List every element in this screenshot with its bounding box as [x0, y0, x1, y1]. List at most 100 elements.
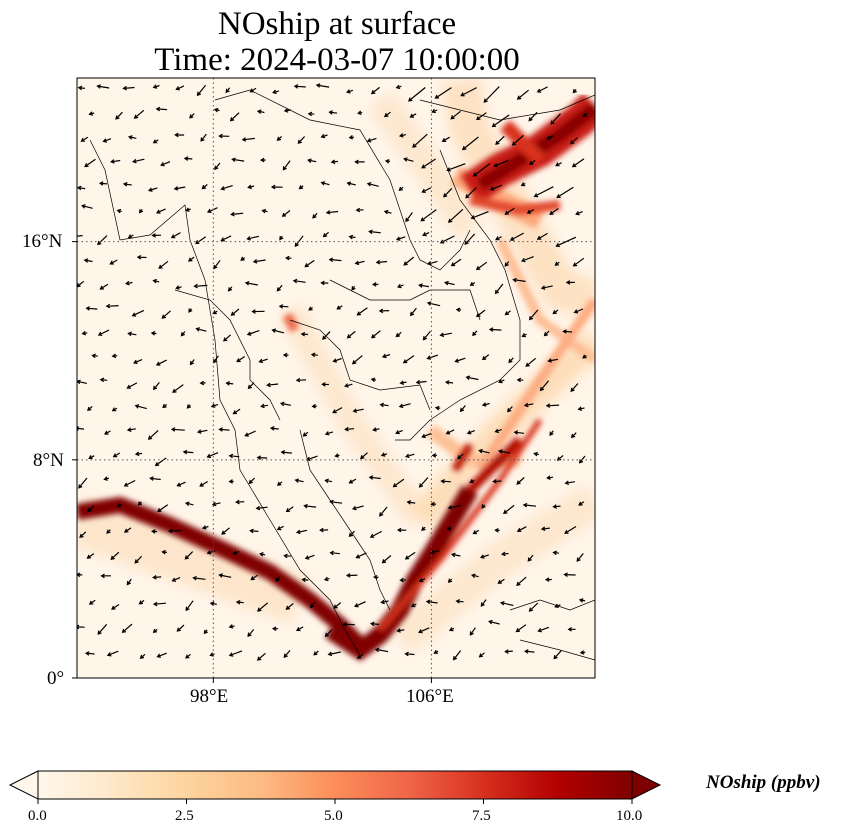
- wind-arrow: [126, 578, 132, 586]
- wind-arrow: [351, 286, 356, 291]
- wind-arrow: [455, 599, 464, 604]
- wind-arrow: [187, 256, 195, 262]
- wind-arrow: [415, 379, 427, 385]
- wind-arrow: [77, 185, 86, 191]
- wind-arrow: [235, 499, 245, 505]
- wind-arrow: [379, 506, 388, 517]
- wind-arrow: [121, 623, 133, 634]
- wind-arrow: [351, 355, 363, 365]
- wind-arrow: [569, 137, 578, 145]
- wind-arrow: [533, 186, 554, 198]
- wind-arrow: [152, 382, 160, 391]
- wind-arrow: [552, 504, 561, 509]
- wind-arrow: [469, 478, 475, 484]
- wind-arrow: [564, 480, 575, 486]
- wind-arrow: [279, 235, 284, 241]
- wind-arrow: [369, 621, 380, 627]
- wind-arrow: [209, 601, 217, 607]
- wind-arrow: [138, 599, 145, 605]
- wind-arrow: [122, 181, 132, 187]
- wind-arrow: [472, 330, 478, 337]
- wind-arrow: [77, 85, 85, 91]
- wind-arrow: [434, 87, 452, 99]
- wind-arrow: [229, 112, 240, 122]
- wind-arrow: [123, 479, 136, 487]
- wind-arrow: [250, 574, 258, 581]
- wind-arrow: [536, 232, 548, 240]
- wind-arrow: [409, 307, 417, 317]
- wind-arrow: [324, 478, 333, 484]
- wind-arrow: [293, 84, 306, 89]
- wind-arrow: [565, 280, 575, 285]
- wind-arrow: [329, 499, 343, 505]
- wind-arrow: [480, 599, 487, 607]
- wind-arrow: [395, 236, 406, 241]
- wind-arrow: [539, 380, 550, 392]
- wind-arrow: [271, 626, 279, 632]
- wind-arrow: [282, 160, 291, 171]
- wind-arrow: [507, 406, 513, 413]
- wind-arrow: [573, 308, 584, 314]
- wind-arrow: [470, 211, 489, 220]
- colorbar: [8, 770, 662, 804]
- wind-arrow: [97, 623, 108, 635]
- wind-arrow: [395, 429, 403, 435]
- wind-arrow: [459, 405, 466, 413]
- wind-arrow: [545, 403, 560, 408]
- wind-arrow: [366, 182, 379, 187]
- wind-arrow: [321, 382, 329, 387]
- wind-arrow: [425, 599, 438, 605]
- wind-arrow: [354, 159, 365, 165]
- wind-arrow: [240, 256, 245, 261]
- wind-arrow: [151, 529, 158, 534]
- wind-arrow: [272, 89, 280, 95]
- wind-arrow: [483, 86, 500, 103]
- wind-arrow: [228, 650, 243, 657]
- wind-arrow: [115, 111, 123, 120]
- wind-arrow: [479, 554, 489, 559]
- wind-arrow: [180, 331, 186, 337]
- wind-arrow: [410, 603, 417, 608]
- wind-arrow: [494, 527, 500, 533]
- wind-arrow: [244, 430, 256, 437]
- wind-arrow: [441, 136, 451, 142]
- wind-arrow: [155, 106, 168, 112]
- wind-arrow: [421, 433, 432, 439]
- wind-arrow: [304, 554, 315, 560]
- wind-arrow: [475, 261, 488, 271]
- wind-arrow: [582, 354, 587, 359]
- wind-arrow: [520, 256, 534, 263]
- wind-arrow: [552, 550, 559, 556]
- wind-arrow: [275, 576, 281, 582]
- wind-arrow: [330, 159, 338, 165]
- wind-arrow: [230, 211, 244, 217]
- wind-arrow: [127, 234, 134, 239]
- wind-arrow: [571, 158, 585, 168]
- wind-arrow: [109, 259, 118, 265]
- wind-arrow: [495, 135, 505, 146]
- wind-arrow: [494, 428, 502, 434]
- wind-arrow: [322, 231, 329, 238]
- wind-arrow: [235, 600, 244, 605]
- wind-arrow: [211, 501, 221, 507]
- wind-arrow: [278, 304, 289, 309]
- wind-arrow: [348, 530, 355, 538]
- wind-arrow: [450, 258, 462, 267]
- wind-arrow: [412, 133, 428, 148]
- wind-arrow: [193, 283, 208, 289]
- wind-arrow: [420, 209, 437, 222]
- wind-arrow: [221, 527, 230, 535]
- wind-arrow: [80, 136, 89, 142]
- wind-arrow: [513, 430, 524, 435]
- wind-arrow: [570, 383, 579, 393]
- wind-arrow: [176, 624, 185, 632]
- wind-arrow: [320, 181, 330, 186]
- wind-arrow: [404, 453, 415, 458]
- wind-arrow: [422, 330, 431, 341]
- wind-arrow: [536, 86, 548, 93]
- wind-arrow: [154, 457, 167, 467]
- wind-arrow: [86, 553, 95, 559]
- wind-arrow: [228, 453, 240, 459]
- wind-arrow: [152, 84, 160, 89]
- wind-arrow: [184, 501, 194, 507]
